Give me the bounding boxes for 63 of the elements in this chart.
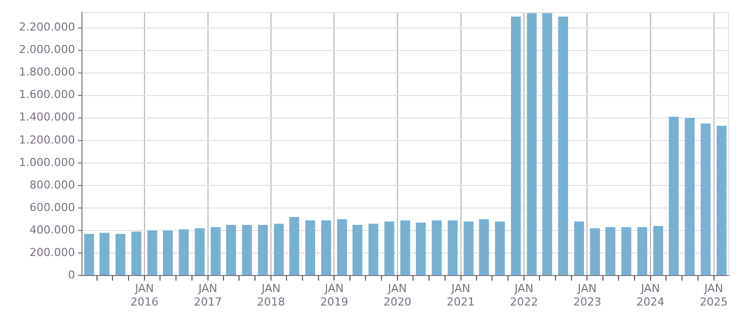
bar bbox=[274, 224, 284, 276]
x-tick-label: JAN 2024 bbox=[636, 282, 664, 308]
x-tick-label: JAN 2016 bbox=[130, 282, 158, 308]
bar bbox=[621, 227, 632, 276]
y-tick-label: 200.000 bbox=[29, 246, 75, 259]
bar bbox=[510, 16, 521, 276]
y-tick-label: 600.000 bbox=[29, 200, 75, 214]
y-tick-label: 1.200.000 bbox=[19, 133, 75, 146]
bar bbox=[637, 227, 648, 276]
y-tick-label: 400.000 bbox=[29, 223, 75, 236]
y-tick-label: 1.400.000 bbox=[19, 110, 75, 124]
bar bbox=[716, 126, 726, 276]
x-tick-label: JAN 2019 bbox=[320, 282, 348, 308]
bar bbox=[416, 222, 426, 276]
bar bbox=[100, 232, 110, 276]
bar bbox=[131, 232, 142, 276]
bar bbox=[242, 224, 252, 276]
bar bbox=[495, 222, 505, 276]
y-tick-label: 800.000 bbox=[29, 178, 75, 192]
bar bbox=[684, 118, 695, 276]
x-tick-label: JAN 2022 bbox=[510, 282, 538, 308]
bar bbox=[432, 220, 442, 276]
bar bbox=[605, 227, 616, 276]
bar bbox=[226, 224, 236, 276]
bar bbox=[210, 227, 221, 276]
y-tick-label: 1.000.000 bbox=[19, 156, 75, 169]
bar bbox=[305, 220, 316, 276]
bar bbox=[668, 116, 679, 276]
bar bbox=[653, 226, 664, 276]
y-tick-label: 2.000.000 bbox=[19, 43, 75, 56]
bar bbox=[258, 224, 268, 276]
bar bbox=[700, 124, 711, 276]
bar bbox=[384, 222, 394, 276]
bar bbox=[464, 222, 474, 276]
bar bbox=[321, 220, 332, 276]
x-tick-label: JAN 2025 bbox=[700, 282, 728, 308]
x-tick-label: JAN 2020 bbox=[383, 282, 412, 308]
bar bbox=[542, 13, 552, 276]
x-tick-label: JAN 2017 bbox=[194, 282, 222, 308]
x-tick-label: JAN 2018 bbox=[257, 282, 286, 308]
x-tick-label: JAN 2021 bbox=[446, 282, 475, 308]
bar bbox=[574, 222, 584, 276]
bar bbox=[558, 16, 568, 276]
bar bbox=[526, 13, 537, 276]
bar bbox=[590, 228, 600, 276]
bar bbox=[368, 224, 378, 276]
y-tick-label: 0 bbox=[68, 268, 75, 282]
bar bbox=[479, 219, 489, 276]
bar bbox=[448, 220, 458, 276]
bar bbox=[115, 234, 126, 276]
y-tick-label: 2.200.000 bbox=[19, 20, 75, 34]
y-tick-label: 1.800.000 bbox=[19, 66, 75, 79]
bar bbox=[289, 217, 300, 276]
bar bbox=[147, 230, 158, 276]
bar bbox=[400, 220, 410, 276]
bar bbox=[337, 219, 347, 276]
bar bbox=[84, 234, 94, 276]
bar bbox=[178, 229, 189, 276]
x-tick-label: JAN 2023 bbox=[573, 282, 602, 308]
y-tick-label: 1.600.000 bbox=[19, 88, 75, 102]
bar bbox=[352, 224, 362, 276]
bar bbox=[162, 230, 173, 276]
bar bbox=[194, 228, 205, 276]
